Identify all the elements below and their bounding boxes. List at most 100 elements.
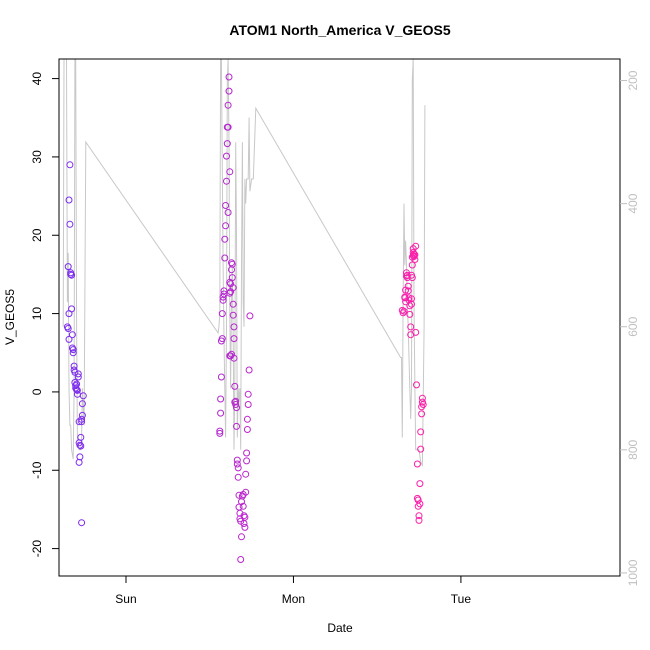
data-point bbox=[68, 305, 76, 313]
data-point bbox=[218, 310, 226, 318]
y-tick-label: 20 bbox=[30, 228, 44, 242]
data-point bbox=[64, 263, 72, 271]
chart-title: ATOM1 North_America V_GEOS5 bbox=[229, 22, 450, 38]
data-point bbox=[66, 161, 74, 169]
data-point bbox=[67, 270, 75, 278]
data-point bbox=[220, 287, 228, 295]
data-point bbox=[72, 382, 80, 390]
data-point bbox=[243, 449, 251, 457]
data-point bbox=[233, 460, 241, 468]
data-point bbox=[244, 401, 252, 408]
data-point bbox=[402, 298, 410, 306]
y-axis-label: V_GEOS5 bbox=[3, 289, 17, 345]
data-point bbox=[419, 401, 427, 408]
data-point bbox=[217, 409, 225, 417]
data-point bbox=[74, 370, 82, 378]
data-point bbox=[69, 349, 77, 357]
data-point bbox=[225, 87, 233, 95]
data-point bbox=[221, 254, 229, 262]
data-point bbox=[230, 335, 238, 343]
data-point bbox=[410, 252, 418, 260]
data-point bbox=[228, 260, 236, 268]
data-point bbox=[229, 300, 237, 308]
data-point bbox=[234, 473, 242, 481]
data-point bbox=[245, 366, 253, 374]
x-tick-label: Sun bbox=[115, 592, 136, 606]
data-point bbox=[233, 404, 240, 412]
data-point bbox=[78, 415, 86, 423]
data-point bbox=[228, 274, 236, 282]
right-y-axis: 200 400 600 800 1000 bbox=[620, 70, 640, 586]
x-axis-label: Date bbox=[327, 621, 353, 635]
data-point bbox=[74, 373, 82, 381]
data-point bbox=[223, 152, 230, 160]
data-point bbox=[79, 392, 87, 400]
data-point bbox=[232, 401, 240, 408]
data-point bbox=[224, 123, 232, 131]
data-point bbox=[238, 533, 245, 541]
data-point bbox=[411, 256, 419, 263]
data-point bbox=[229, 284, 237, 292]
data-point bbox=[417, 428, 425, 436]
data-point bbox=[413, 460, 421, 468]
data-point bbox=[413, 381, 420, 389]
data-point bbox=[217, 395, 225, 403]
data-point bbox=[237, 556, 245, 563]
data-point bbox=[76, 441, 84, 449]
data-point bbox=[78, 519, 86, 527]
data-point bbox=[77, 433, 85, 441]
data-point bbox=[224, 209, 232, 216]
data-point bbox=[223, 177, 230, 185]
data-point bbox=[408, 261, 416, 269]
data-point bbox=[216, 429, 224, 437]
data-point bbox=[418, 410, 426, 418]
y2-tick-label: 600 bbox=[626, 316, 640, 336]
scatter-points-layer bbox=[63, 73, 427, 563]
data-point bbox=[243, 426, 251, 433]
pressure-line bbox=[62, 58, 426, 468]
data-point bbox=[242, 470, 250, 478]
y2-tick-label: 800 bbox=[626, 439, 640, 459]
data-point bbox=[68, 331, 76, 339]
data-point bbox=[408, 271, 415, 279]
data-point bbox=[412, 242, 420, 250]
data-point bbox=[230, 354, 238, 362]
data-point bbox=[226, 168, 234, 176]
data-point bbox=[235, 491, 243, 499]
data-point bbox=[218, 335, 226, 343]
data-point bbox=[416, 480, 424, 488]
data-point bbox=[65, 196, 73, 204]
data-point bbox=[231, 382, 239, 390]
y2-tick-label: 400 bbox=[626, 193, 640, 213]
data-point bbox=[242, 488, 250, 496]
data-point bbox=[407, 323, 415, 331]
data-point bbox=[408, 295, 415, 303]
data-point bbox=[400, 307, 408, 315]
data-point bbox=[222, 222, 230, 230]
data-point bbox=[415, 516, 423, 524]
data-point bbox=[239, 502, 247, 510]
y-tick-label: 30 bbox=[30, 150, 44, 164]
data-point bbox=[224, 101, 232, 109]
data-point bbox=[217, 373, 225, 381]
y-axis: -20 -10 0 10 20 30 40 bbox=[30, 72, 59, 557]
x-axis: Sun Mon Tue bbox=[115, 576, 471, 606]
data-point bbox=[77, 442, 85, 450]
x-tick-label: Tue bbox=[451, 592, 472, 606]
data-point bbox=[412, 328, 420, 336]
pressure-line-layer bbox=[62, 58, 426, 468]
data-point bbox=[225, 73, 233, 81]
data-point bbox=[243, 415, 251, 423]
data-point bbox=[233, 422, 240, 430]
data-point bbox=[417, 445, 425, 453]
data-point bbox=[416, 500, 424, 508]
data-point bbox=[230, 323, 238, 331]
y2-tick-label: 1000 bbox=[626, 559, 640, 586]
x-tick-label: Mon bbox=[282, 592, 305, 606]
data-point bbox=[409, 252, 417, 260]
data-point bbox=[221, 235, 229, 243]
data-point bbox=[243, 457, 251, 465]
data-point bbox=[404, 287, 412, 295]
data-point bbox=[75, 458, 83, 466]
